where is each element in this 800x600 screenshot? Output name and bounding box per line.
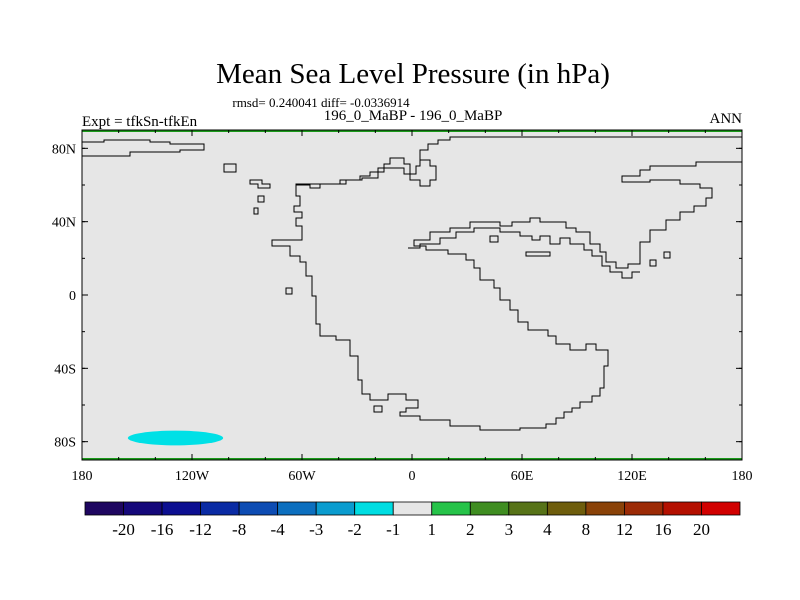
colorbar-swatch <box>546 501 587 516</box>
island-6 <box>253 207 259 215</box>
island-5 <box>257 195 265 203</box>
island-4 <box>249 179 271 189</box>
colorbar: -20 -16 -12 -8 -4 -3 -2 -1 1 2 3 4 8 12 16 20 <box>84 501 741 539</box>
colorbar-label: 2 <box>466 520 475 539</box>
coastline-pangea <box>271 157 742 431</box>
island-7 <box>285 287 293 295</box>
stats-line: rmsd= 0.240041 diff= -0.0336914 <box>232 95 410 110</box>
colorbar-label: 16 <box>654 520 671 539</box>
colorbar-swatch <box>277 501 317 516</box>
coastlines <box>82 136 742 431</box>
y-tick-label: 0 <box>69 289 76 304</box>
colorbar-swatch <box>123 501 163 516</box>
colorbar-swatch <box>200 501 240 516</box>
colorbar-swatch <box>431 501 471 516</box>
colorbar-swatch <box>508 501 548 516</box>
colorbar-label: -16 <box>151 520 174 539</box>
island-3 <box>223 163 237 173</box>
y-tick-label: 40N <box>52 216 76 231</box>
colorbar-label: -12 <box>189 520 212 539</box>
colorbar-label: 8 <box>582 520 591 539</box>
x-tick-label: 0 <box>409 469 416 484</box>
colorbar-label: -20 <box>112 520 135 539</box>
island-8 <box>373 405 383 413</box>
y-axis: 80N 40N 0 40S 80S <box>52 142 742 451</box>
colorbar-swatch <box>624 501 664 516</box>
coastline-arctic-east <box>419 136 742 162</box>
coastline-arctic-west <box>82 139 205 157</box>
experiment-label: Expt = tfkSn-tfkEn <box>82 114 198 130</box>
island-1 <box>489 235 499 243</box>
colorbar-label: -1 <box>386 520 400 539</box>
colorbar-swatch <box>315 501 356 516</box>
colorbar-label: 20 <box>693 520 710 539</box>
colorbar-label: -2 <box>348 520 362 539</box>
chart-title: Mean Sea Level Pressure (in hPa) <box>216 58 610 90</box>
x-tick-label: 180 <box>732 469 753 484</box>
period-label: 196_0_MaBP - 196_0_MaBP <box>324 108 503 124</box>
colorbar-label: 1 <box>428 520 437 539</box>
island-9 <box>649 259 657 267</box>
x-tick-label: 60W <box>288 469 316 484</box>
x-tick-label: 180 <box>72 469 93 484</box>
colorbar-swatch <box>354 501 394 516</box>
colorbar-label: -4 <box>271 520 286 539</box>
colorbar-swatch <box>701 501 741 516</box>
x-tick-label: 120E <box>617 469 647 484</box>
y-tick-label: 80N <box>52 142 76 157</box>
colorbar-label: -8 <box>232 520 246 539</box>
colorbar-label: 3 <box>505 520 514 539</box>
colorbar-label: 4 <box>543 520 552 539</box>
season-label: ANN <box>710 111 743 127</box>
map-background <box>82 130 742 460</box>
x-tick-label: 60E <box>511 469 534 484</box>
x-axis: 180 120W 60W 0 60E 120E 180 <box>72 130 753 484</box>
colorbar-label: 12 <box>616 520 633 539</box>
y-tick-label: 40S <box>54 362 76 377</box>
island-10 <box>663 251 671 259</box>
colorbar-swatch <box>585 501 625 516</box>
colorbar-label: -3 <box>309 520 323 539</box>
colorbar-swatch <box>238 501 279 516</box>
anomaly-region <box>127 430 224 446</box>
colorbar-swatch <box>392 501 433 516</box>
island-2 <box>525 251 551 257</box>
colorbar-swatch <box>469 501 510 516</box>
colorbar-swatch <box>161 501 201 516</box>
coastline-inner-bay <box>408 227 640 279</box>
colorbar-swatch <box>84 501 124 516</box>
map-panel <box>81 129 743 461</box>
colorbar-swatch <box>662 501 702 516</box>
y-tick-label: 80S <box>54 436 76 451</box>
x-tick-label: 120W <box>175 469 210 484</box>
